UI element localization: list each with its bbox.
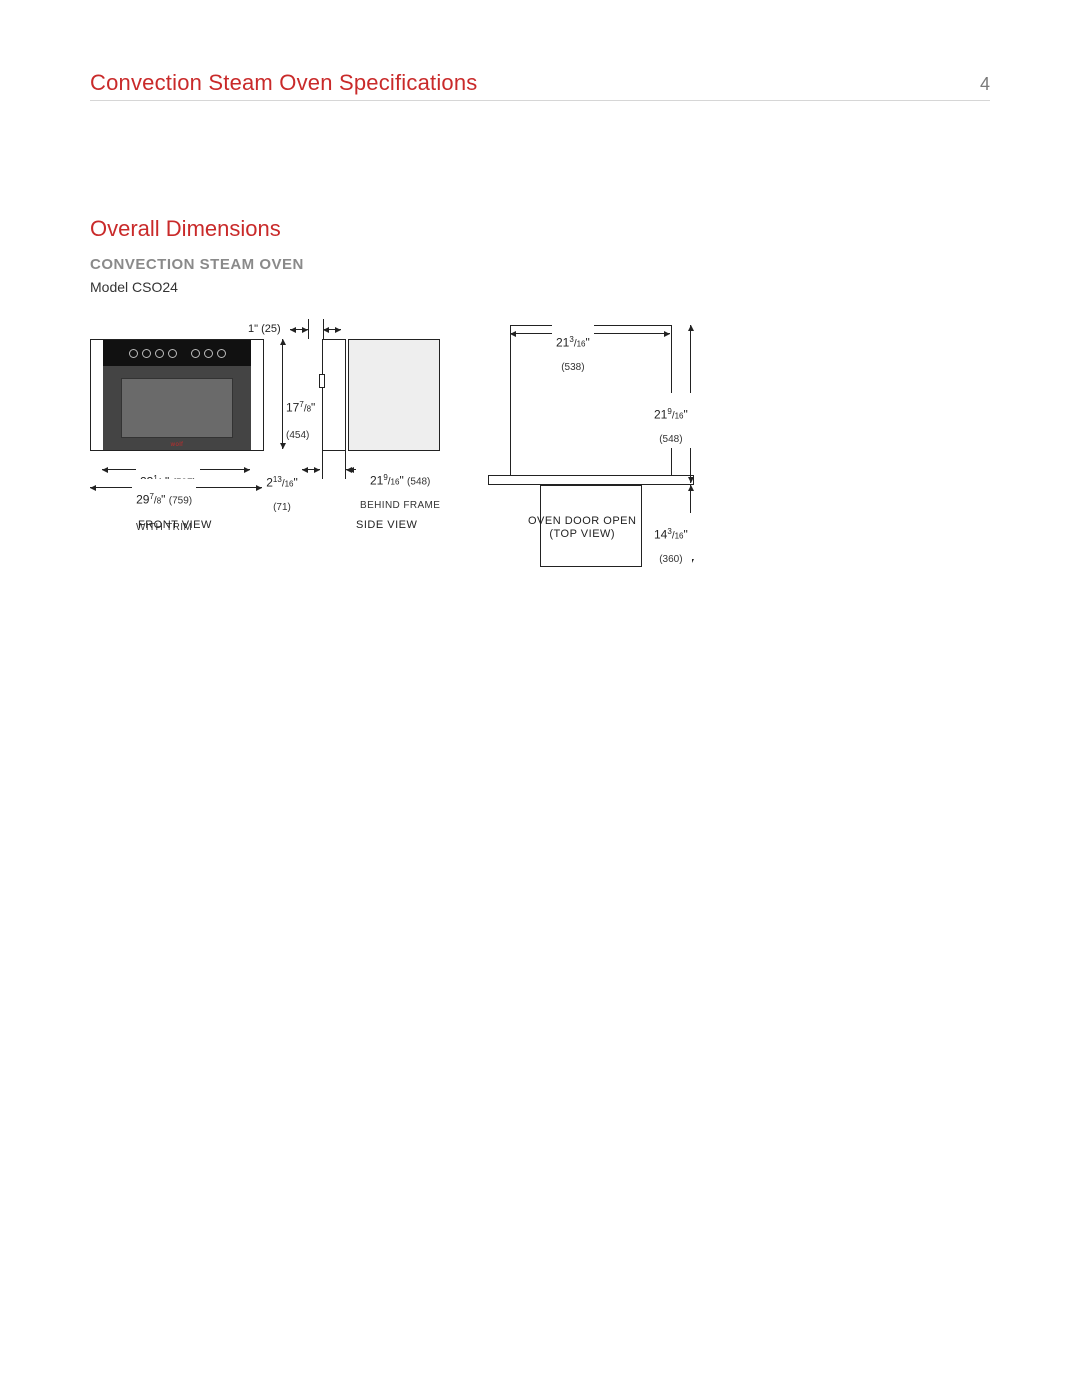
dim-arrow [323, 329, 341, 330]
page-header: Convection Steam Oven Specifications 4 [90, 70, 990, 101]
dim-arrow [290, 329, 308, 330]
page-number: 4 [980, 74, 990, 95]
top-view-label-line2: (TOP VIEW) [549, 528, 615, 540]
front-view-outline: wolf [90, 339, 264, 451]
dim-top-depth: 219/16" (548) [650, 393, 692, 448]
dim-1inch: 1" (25) [248, 323, 281, 336]
dim-front-height: 177/8" (454) [286, 387, 315, 442]
product-heading: CONVECTION STEAM OVEN [90, 256, 990, 273]
knob-icon [142, 349, 151, 358]
top-view-front-plate [488, 475, 694, 485]
control-knobs [103, 344, 251, 362]
top-view-label: OVEN DOOR OPEN (TOP VIEW) [528, 515, 636, 541]
section-title: Overall Dimensions [90, 216, 990, 242]
dim-side-width: 213/16" (71) [254, 463, 310, 514]
side-view-label: SIDE VIEW [356, 519, 417, 531]
front-view-label: FRONT VIEW [138, 519, 212, 531]
dimension-figure: wolf 1" (25) 177/8" (454) 231/2" (597) 2… [90, 319, 990, 639]
dim-guide [345, 451, 346, 479]
page-title: Convection Steam Oven Specifications [90, 70, 478, 96]
dim-top-width: 213/16" (538) [552, 323, 594, 374]
knob-icon [168, 349, 177, 358]
model-label: Model CSO24 [90, 279, 990, 295]
dim-guide [308, 319, 309, 339]
top-view-label-line1: OVEN DOOR OPEN [528, 515, 636, 527]
dim-arrow [282, 339, 283, 449]
side-view-body [348, 339, 440, 451]
brand-logo: wolf [171, 442, 184, 448]
knob-icon [204, 349, 213, 358]
dim-guide [322, 451, 323, 479]
knob-icon [191, 349, 200, 358]
knob-icon [217, 349, 226, 358]
page: Convection Steam Oven Specifications 4 O… [0, 0, 1080, 1397]
oven-window [121, 378, 233, 438]
side-view-frame [322, 339, 346, 451]
dim-side-depth: 219/16" (548) BEHIND FRAME [356, 461, 444, 512]
knob-icon [155, 349, 164, 358]
knob-icon [129, 349, 138, 358]
front-view-body: wolf [103, 340, 251, 450]
control-panel [103, 340, 251, 366]
dim-door-depth: 143/16" (360) [650, 513, 692, 568]
side-handle [319, 374, 325, 388]
